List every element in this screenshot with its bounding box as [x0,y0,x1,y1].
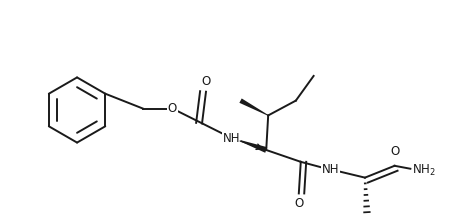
Text: NH: NH [322,163,339,176]
Text: O: O [201,75,210,88]
Text: O: O [390,145,399,158]
Polygon shape [238,140,267,153]
Text: NH: NH [223,132,240,145]
Text: NH$_2$: NH$_2$ [412,163,436,178]
Polygon shape [239,98,268,116]
Text: O: O [168,102,177,115]
Text: O: O [294,197,303,210]
